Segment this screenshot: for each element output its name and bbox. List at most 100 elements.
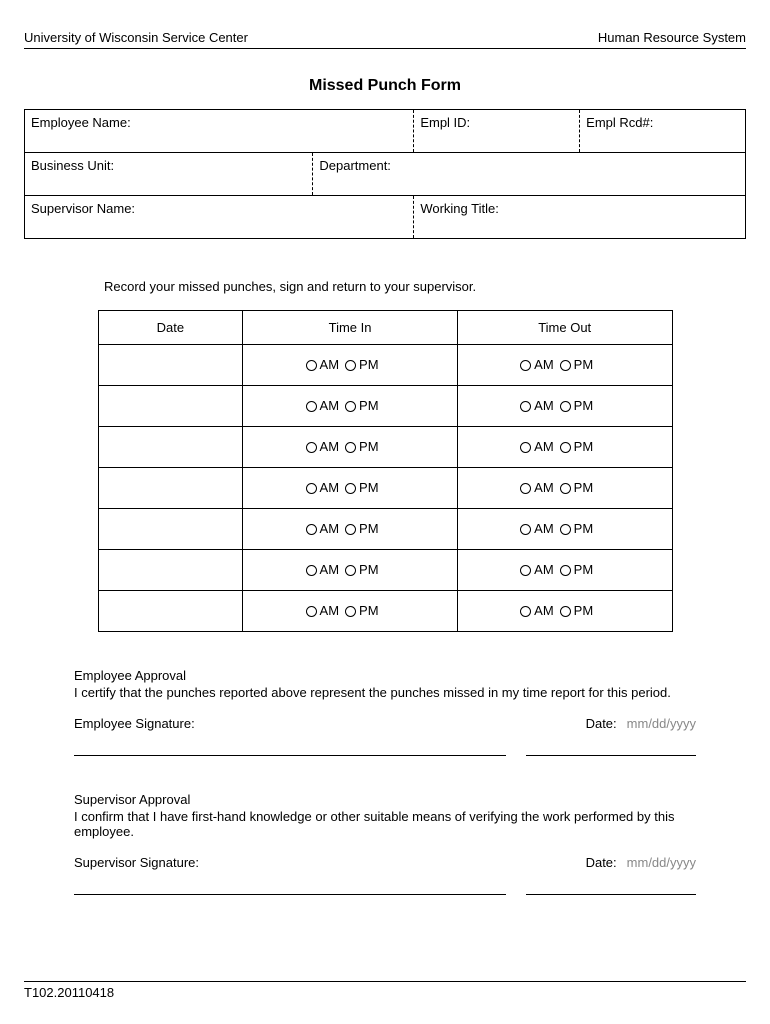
table-row: AMPMAMPM (98, 591, 672, 632)
date-cell[interactable] (98, 468, 243, 509)
am-radio[interactable] (520, 606, 531, 617)
time-in-cell[interactable]: AMPM (243, 386, 458, 427)
supervisor-approval-block: Supervisor Approval I confirm that I hav… (74, 792, 696, 895)
am-radio[interactable] (306, 524, 317, 535)
time-in-cell[interactable]: AMPM (243, 550, 458, 591)
am-radio[interactable] (306, 483, 317, 494)
time-out-cell[interactable]: AMPM (457, 591, 672, 632)
time-in-cell[interactable]: AMPM (243, 427, 458, 468)
employee-date-input[interactable]: mm/dd/yyyy (627, 716, 696, 731)
am-label: AM (320, 562, 340, 577)
am-label: AM (320, 521, 340, 536)
am-label: AM (320, 480, 340, 495)
supervisor-approval-cert: I confirm that I have first-hand knowled… (74, 809, 696, 839)
am-radio[interactable] (520, 565, 531, 576)
date-cell[interactable] (98, 386, 243, 427)
time-out-cell[interactable]: AM PM (457, 550, 672, 591)
date-cell[interactable] (98, 427, 243, 468)
time-out-cell[interactable]: AMPM (457, 509, 672, 550)
supervisor-signature-label: Supervisor Signature: (74, 855, 199, 870)
am-radio[interactable] (306, 360, 317, 371)
pm-radio[interactable] (560, 483, 571, 494)
am-radio[interactable] (306, 401, 317, 412)
employee-date-line[interactable] (526, 755, 696, 756)
pm-radio[interactable] (560, 606, 571, 617)
pm-radio[interactable] (345, 442, 356, 453)
date-cell[interactable] (98, 550, 243, 591)
pm-label: PM (359, 521, 379, 536)
pm-radio[interactable] (345, 401, 356, 412)
employee-approval-title: Employee Approval (74, 668, 696, 683)
time-in-cell[interactable]: AMPM (243, 468, 458, 509)
date-cell[interactable] (98, 591, 243, 632)
am-label: AM (534, 562, 554, 577)
time-out-cell[interactable]: AMPM (457, 386, 672, 427)
supervisor-date-line[interactable] (526, 894, 696, 895)
am-label: AM (534, 357, 554, 372)
pm-label: PM (574, 603, 594, 618)
am-label: AM (320, 603, 340, 618)
pm-label: PM (574, 357, 594, 372)
pm-radio[interactable] (345, 565, 356, 576)
supervisor-date-input[interactable]: mm/dd/yyyy (627, 855, 696, 870)
am-label: AM (320, 357, 340, 372)
pm-radio[interactable] (560, 442, 571, 453)
pm-radio[interactable] (345, 606, 356, 617)
time-out-cell[interactable]: AMPM (457, 468, 672, 509)
label-empl-id: Empl ID: (420, 115, 470, 130)
instruction-text: Record your missed punches, sign and ret… (104, 279, 746, 294)
time-in-cell[interactable]: AM PM (243, 509, 458, 550)
pm-label: PM (574, 562, 594, 577)
pm-radio[interactable] (560, 360, 571, 371)
am-radio[interactable] (520, 524, 531, 535)
am-radio[interactable] (306, 565, 317, 576)
supervisor-approval-title: Supervisor Approval (74, 792, 696, 807)
table-row: AMPMAMPM (98, 427, 672, 468)
label-business-unit: Business Unit: (31, 158, 114, 173)
form-title: Missed Punch Form (24, 77, 746, 95)
punch-table: Date Time In Time Out AMPMAMPMAMPMAMPMAM… (98, 310, 673, 632)
pm-radio[interactable] (560, 524, 571, 535)
table-row: AMPMAMPM (98, 386, 672, 427)
pm-radio[interactable] (560, 565, 571, 576)
pm-label: PM (359, 603, 379, 618)
pm-label: PM (359, 357, 379, 372)
header-date: Date (98, 311, 243, 345)
label-empl-rcd: Empl Rcd#: (586, 115, 653, 130)
pm-radio[interactable] (345, 360, 356, 371)
employee-info-table: Employee Name: Empl ID: Empl Rcd#: Busin… (24, 109, 746, 239)
am-radio[interactable] (520, 360, 531, 371)
pm-radio[interactable] (560, 401, 571, 412)
page-header: University of Wisconsin Service Center H… (24, 30, 746, 49)
time-out-cell[interactable]: AM PM (457, 345, 672, 386)
label-working-title: Working Title: (420, 201, 499, 216)
pm-radio[interactable] (345, 524, 356, 535)
table-row: AMPMAMPM (98, 509, 672, 550)
employee-approval-cert: I certify that the punches reported abov… (74, 685, 696, 700)
time-in-cell[interactable]: AM PM (243, 591, 458, 632)
date-cell[interactable] (98, 509, 243, 550)
pm-radio[interactable] (345, 483, 356, 494)
date-cell[interactable] (98, 345, 243, 386)
label-supervisor-name: Supervisor Name: (31, 201, 135, 216)
am-radio[interactable] (520, 483, 531, 494)
supervisor-signature-line[interactable] (74, 894, 506, 895)
time-in-cell[interactable]: AM PM (243, 345, 458, 386)
table-row: AM PM AM PM (98, 345, 672, 386)
am-label: AM (534, 521, 554, 536)
pm-label: PM (359, 398, 379, 413)
footer-code: T102.20110418 (24, 985, 114, 1000)
am-radio[interactable] (520, 442, 531, 453)
am-label: AM (534, 398, 554, 413)
supervisor-date-label: Date: (586, 855, 617, 870)
am-label: AM (534, 480, 554, 495)
am-radio[interactable] (306, 442, 317, 453)
am-radio[interactable] (520, 401, 531, 412)
employee-signature-line[interactable] (74, 755, 506, 756)
table-row: AMPMAMPM (98, 550, 672, 591)
am-label: AM (320, 439, 340, 454)
am-label: AM (534, 439, 554, 454)
am-radio[interactable] (306, 606, 317, 617)
header-time-out: Time Out (457, 311, 672, 345)
time-out-cell[interactable]: AMPM (457, 427, 672, 468)
